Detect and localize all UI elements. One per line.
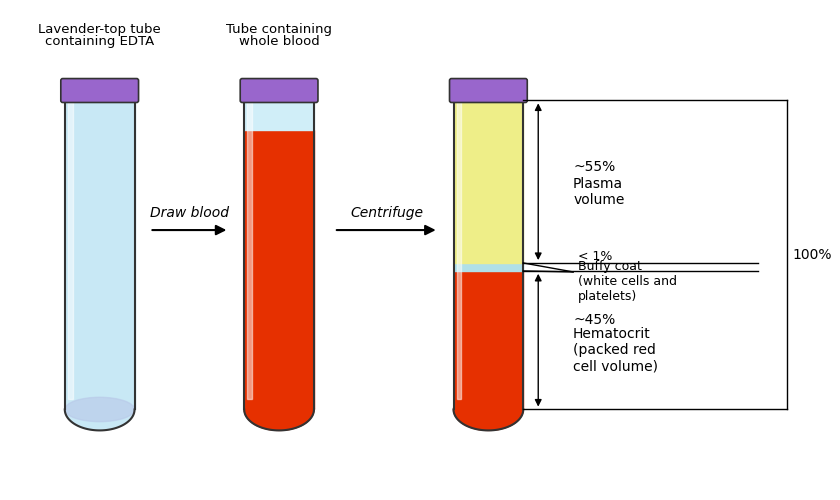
Bar: [244, 100, 314, 130]
Bar: [454, 263, 523, 271]
Text: Hematocrit
(packed red
cell volume): Hematocrit (packed red cell volume): [573, 327, 658, 374]
Text: ~55%: ~55%: [573, 160, 616, 174]
Bar: [454, 100, 523, 263]
Text: ~45%: ~45%: [573, 314, 616, 328]
Text: 100%: 100%: [792, 248, 832, 262]
Ellipse shape: [65, 398, 134, 421]
Ellipse shape: [244, 388, 314, 430]
Bar: [68, 100, 73, 399]
Bar: [244, 130, 314, 409]
FancyBboxPatch shape: [449, 78, 528, 102]
Text: Centrifuge: Centrifuge: [350, 206, 423, 220]
Bar: [65, 100, 134, 409]
Bar: [456, 100, 461, 399]
Bar: [454, 271, 523, 409]
Text: Tube containing: Tube containing: [226, 22, 332, 36]
Bar: [247, 100, 252, 399]
Text: containing EDTA: containing EDTA: [45, 34, 155, 48]
Ellipse shape: [454, 388, 523, 430]
Text: Plasma
volume: Plasma volume: [573, 176, 624, 207]
Text: whole blood: whole blood: [239, 34, 319, 48]
Text: Draw blood: Draw blood: [150, 206, 228, 220]
FancyBboxPatch shape: [60, 78, 139, 102]
Text: < 1%: < 1%: [578, 250, 612, 264]
FancyBboxPatch shape: [240, 78, 318, 102]
Ellipse shape: [65, 388, 134, 430]
Text: Buffy coat
(white cells and
platelets): Buffy coat (white cells and platelets): [578, 260, 677, 304]
Text: Lavender-top tube: Lavender-top tube: [39, 22, 161, 36]
